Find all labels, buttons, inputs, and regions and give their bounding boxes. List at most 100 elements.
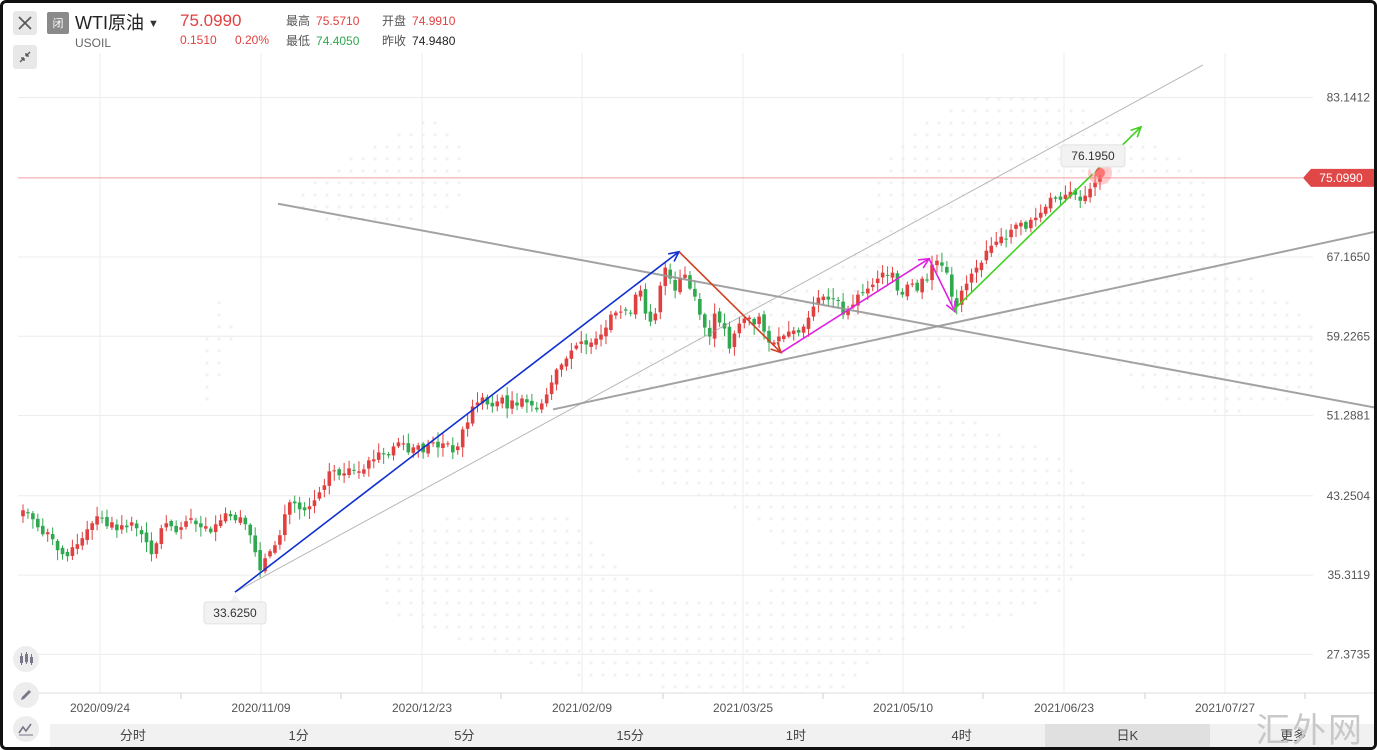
chart-type-button[interactable] bbox=[13, 646, 39, 672]
candle-body bbox=[866, 288, 870, 294]
map-dot bbox=[1105, 133, 1109, 137]
trend-arrow-head bbox=[1130, 125, 1143, 138]
tab-5min[interactable]: 5分 bbox=[454, 728, 475, 743]
map-dot bbox=[685, 433, 689, 437]
candle-body bbox=[357, 471, 361, 473]
map-dot bbox=[949, 601, 953, 605]
map-dot bbox=[553, 529, 557, 533]
map-dot bbox=[1249, 397, 1253, 401]
map-dot bbox=[1033, 109, 1037, 113]
map-dot bbox=[997, 145, 1001, 149]
map-dot bbox=[1045, 169, 1049, 173]
map-dot bbox=[961, 157, 965, 161]
close-button[interactable] bbox=[13, 11, 37, 35]
map-dot bbox=[637, 469, 641, 473]
y-tick-label: 27.3735 bbox=[1327, 647, 1371, 661]
map-dot bbox=[565, 625, 569, 629]
indicator-button[interactable] bbox=[13, 716, 39, 742]
candle-body bbox=[870, 284, 875, 288]
map-dot bbox=[1141, 313, 1145, 317]
map-dot bbox=[589, 601, 593, 605]
tab-fenshi[interactable]: 分时 bbox=[119, 728, 146, 743]
map-dot bbox=[721, 457, 725, 461]
map-dot bbox=[985, 205, 989, 209]
candle-body bbox=[258, 550, 262, 571]
map-dot bbox=[1153, 229, 1157, 233]
map-dot bbox=[1021, 289, 1025, 293]
map-dot bbox=[781, 577, 785, 581]
map-dot bbox=[1033, 265, 1037, 269]
map-dot bbox=[733, 613, 737, 617]
map-dot bbox=[493, 541, 497, 545]
map-dot bbox=[385, 565, 389, 569]
map-dot bbox=[397, 181, 401, 185]
map-dot bbox=[661, 361, 665, 365]
map-dot bbox=[1021, 541, 1025, 545]
map-dot bbox=[1033, 457, 1037, 461]
draw-tool-button[interactable] bbox=[13, 682, 39, 708]
map-dot bbox=[829, 589, 833, 593]
map-dot bbox=[1045, 241, 1049, 245]
candle-body bbox=[653, 313, 658, 321]
map-dot bbox=[937, 133, 941, 137]
tab-1min[interactable]: 1分 bbox=[288, 728, 309, 743]
map-dot bbox=[985, 289, 989, 293]
map-dot bbox=[949, 433, 953, 437]
map-dot bbox=[997, 481, 1001, 485]
map-dot bbox=[1165, 397, 1169, 401]
candle-body bbox=[836, 299, 840, 301]
candle-body bbox=[381, 453, 386, 455]
map-dot bbox=[817, 481, 821, 485]
candle-body bbox=[154, 543, 159, 554]
map-dot bbox=[1261, 289, 1265, 293]
tab-1hour[interactable]: 1时 bbox=[785, 728, 806, 743]
symbol-selector[interactable]: WTI原油 ▼ bbox=[75, 9, 159, 35]
map-dot bbox=[817, 625, 821, 629]
map-dot bbox=[937, 385, 941, 389]
candlestick-chart[interactable]: 83.141267.165059.226551.288143.250435.31… bbox=[3, 3, 1377, 750]
map-dot bbox=[553, 553, 557, 557]
map-dot bbox=[673, 397, 677, 401]
map-dot bbox=[805, 565, 809, 569]
tab-15min[interactable]: 15分 bbox=[616, 728, 644, 743]
map-dot bbox=[217, 313, 221, 317]
map-dot bbox=[1057, 301, 1061, 305]
map-dot bbox=[817, 661, 821, 665]
map-dot bbox=[1297, 385, 1301, 389]
map-dot bbox=[769, 433, 773, 437]
map-dot bbox=[913, 625, 917, 629]
candle-body bbox=[510, 400, 514, 409]
map-dot bbox=[853, 337, 857, 341]
tab-more[interactable]: 更多 bbox=[1280, 728, 1307, 743]
tab-4hour[interactable]: 4时 bbox=[951, 728, 972, 743]
collapse-button[interactable] bbox=[13, 45, 37, 69]
map-dot bbox=[793, 289, 797, 293]
map-dot bbox=[1117, 205, 1121, 209]
map-dot bbox=[1273, 313, 1277, 317]
map-dot bbox=[1273, 337, 1277, 341]
map-dot bbox=[757, 673, 761, 677]
candle-body bbox=[411, 447, 416, 453]
map-dot bbox=[1081, 517, 1085, 521]
map-dot bbox=[961, 229, 965, 233]
map-dot bbox=[817, 313, 821, 317]
tab-daily[interactable]: 日K bbox=[1044, 724, 1211, 747]
map-dot bbox=[997, 229, 1001, 233]
map-dot bbox=[685, 385, 689, 389]
candle-body bbox=[426, 444, 430, 454]
map-dot bbox=[457, 145, 461, 149]
map-dot bbox=[1009, 613, 1013, 617]
map-dot bbox=[1057, 109, 1061, 113]
map-dot bbox=[385, 205, 389, 209]
low-callout-pointer bbox=[230, 593, 240, 602]
map-dot bbox=[217, 325, 221, 329]
map-dot bbox=[1021, 325, 1025, 329]
candle-body bbox=[149, 540, 154, 555]
map-dot bbox=[781, 649, 785, 653]
map-dot bbox=[937, 169, 941, 173]
map-dot bbox=[853, 397, 857, 401]
map-dot bbox=[1201, 193, 1205, 197]
map-dot bbox=[1093, 313, 1097, 317]
map-dot bbox=[709, 433, 713, 437]
map-dot bbox=[853, 505, 857, 509]
